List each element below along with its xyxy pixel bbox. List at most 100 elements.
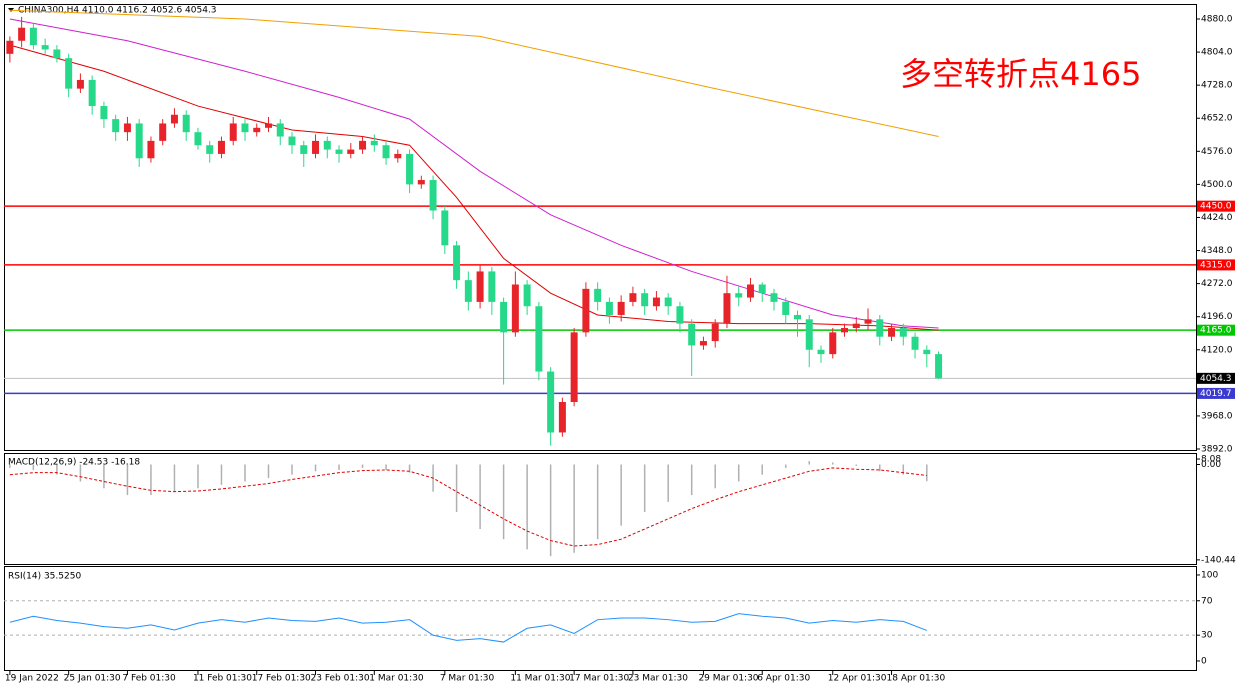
candle-body: [676, 306, 684, 324]
moving-average: [9, 9, 939, 138]
candle-body: [217, 140, 225, 154]
candle-body: [264, 123, 272, 128]
y-tick-label: 3892.0: [1201, 444, 1233, 454]
candle-body: [300, 145, 308, 154]
y-tick-label: 4576.0: [1201, 147, 1233, 157]
y-tick-label: 3968.0: [1201, 411, 1233, 421]
candle-body: [370, 140, 378, 146]
candle-body: [664, 297, 672, 307]
candle-body: [288, 136, 296, 146]
level-label-box: [1197, 259, 1235, 271]
candle-body: [652, 297, 660, 307]
x-tick-label: 11 Feb 01:30: [193, 674, 252, 684]
level-label: 4165.0: [1200, 326, 1232, 336]
x-tick-label: 18 Apr 01:30: [887, 674, 946, 684]
candle-body: [382, 145, 390, 159]
candle-body: [464, 280, 472, 302]
candle-body: [347, 149, 355, 154]
y-tick-label: 30: [1201, 631, 1213, 641]
x-tick-label: 6 Apr 01:30: [757, 674, 810, 684]
candle-body: [453, 245, 461, 281]
candle-body: [112, 119, 120, 133]
y-tick-label: -140.44: [1201, 555, 1236, 565]
candle-body: [935, 354, 943, 379]
candle-body: [888, 328, 896, 337]
candle-body: [335, 149, 343, 154]
level-label-box: [1197, 324, 1235, 336]
candle-body: [406, 153, 414, 185]
candle-body: [323, 140, 331, 150]
candle-body: [206, 145, 214, 154]
candle-body: [817, 349, 825, 355]
candle-body: [899, 328, 907, 337]
candle-body: [911, 336, 919, 350]
candle-body: [159, 123, 167, 141]
candle-body: [476, 271, 484, 302]
candle-body: [182, 114, 190, 133]
candle-body: [699, 341, 707, 346]
candle-body: [100, 106, 108, 120]
candle-body: [123, 123, 131, 133]
candle-body: [782, 301, 790, 315]
y-tick-label: 4272.0: [1201, 279, 1233, 289]
candle-body: [617, 301, 625, 315]
level-label-box: [1197, 372, 1235, 384]
y-tick-label: 4120.0: [1201, 345, 1233, 355]
candle-body: [253, 127, 261, 133]
candle-body: [841, 328, 849, 333]
rsi-panel: [4, 566, 1197, 671]
candle-body: [511, 284, 519, 333]
candle-body: [688, 323, 696, 346]
x-tick-label: 25 Jan 01:30: [64, 674, 121, 684]
candle-body: [241, 123, 249, 133]
candle-body: [570, 332, 578, 402]
candle-body: [441, 210, 449, 246]
macd-signal: [9, 467, 927, 547]
y-tick-label: 4348.0: [1201, 246, 1233, 256]
x-tick-label: 11 Mar 01:30: [510, 674, 570, 684]
candle-body: [876, 319, 884, 337]
x-tick-label: 1 Mar 01:30: [369, 674, 424, 684]
annotation: 多空转折点4165: [900, 55, 1141, 93]
candle-body: [276, 123, 284, 137]
candle-body: [6, 40, 14, 54]
x-tick-label: 17 Feb 01:30: [252, 674, 311, 684]
y-tick-label: 100: [1201, 570, 1218, 580]
candle-body: [41, 45, 49, 50]
y-tick-label: 4728.0: [1201, 81, 1233, 91]
y-tick-label: 4652.0: [1201, 114, 1233, 124]
candle-body: [29, 27, 37, 46]
y-tick-label: 4196.0: [1201, 312, 1233, 322]
y-tick-label: 0: [1201, 656, 1207, 666]
candle-body: [864, 319, 872, 324]
level-label: 4019.7: [1200, 389, 1232, 399]
candle-body: [65, 58, 73, 89]
candle-body: [488, 271, 496, 302]
candle-body: [500, 301, 508, 333]
x-tick-label: 29 Mar 01:30: [698, 674, 758, 684]
rsi-line: [9, 613, 927, 643]
candle-body: [229, 123, 237, 141]
candle-body: [18, 27, 26, 41]
level-label-box: [1197, 387, 1235, 399]
y-tick-label: 0.00: [1201, 460, 1221, 470]
level-label: 4450.0: [1200, 202, 1232, 212]
level-label: 4054.3: [1200, 374, 1232, 384]
candle-body: [805, 319, 813, 350]
x-tick-label: 17 Mar 01:30: [569, 674, 629, 684]
candle-body: [582, 288, 590, 333]
candle-body: [711, 323, 719, 342]
x-tick-label: 7 Feb 01:30: [122, 674, 176, 684]
candle-body: [735, 293, 743, 298]
candle-body: [758, 284, 766, 294]
candle-body: [417, 180, 425, 185]
moving-average: [9, 18, 939, 329]
candle-body: [53, 49, 61, 59]
candle-body: [194, 132, 202, 146]
x-tick-label: 19 Jan 2022: [5, 674, 59, 684]
candle-body: [723, 293, 731, 324]
candle-body: [394, 153, 402, 159]
